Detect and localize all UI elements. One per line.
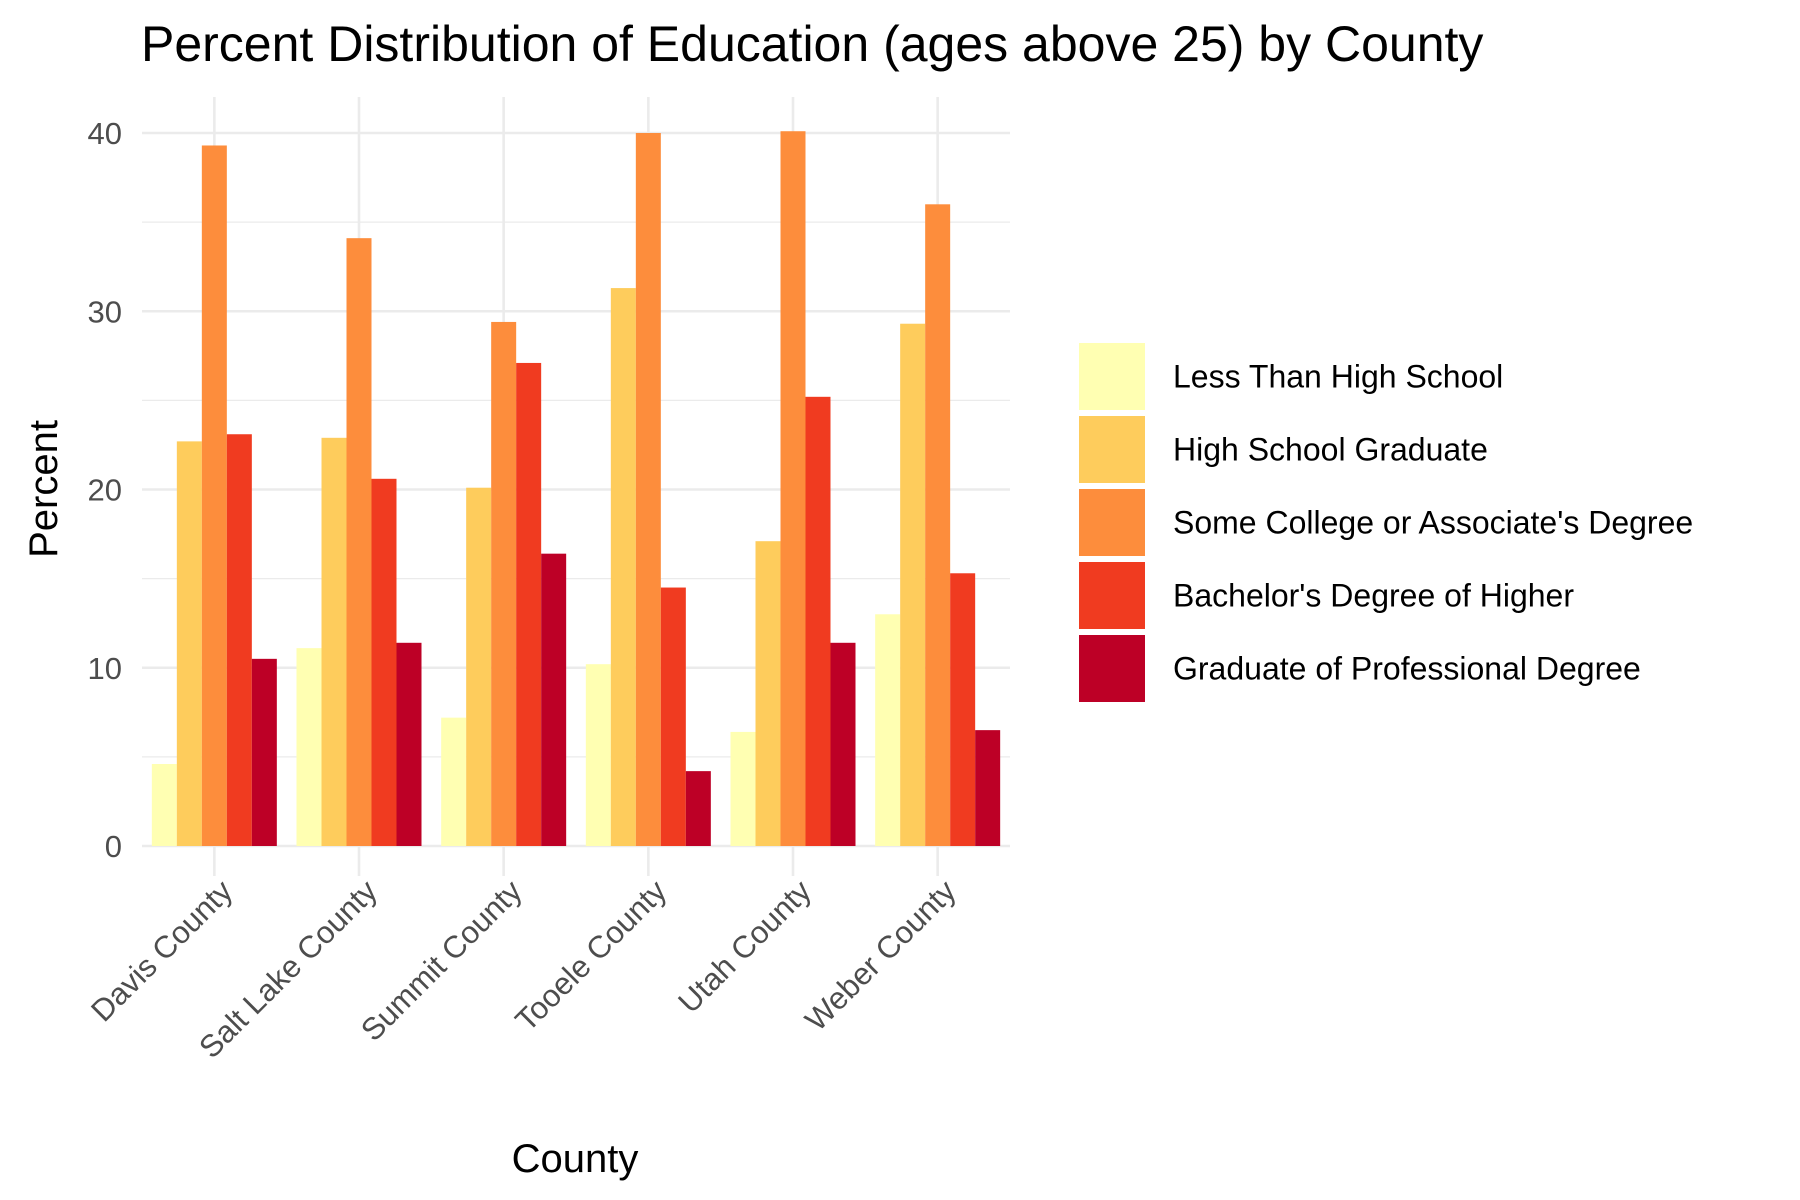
- bar: [805, 396, 831, 846]
- bar: [176, 441, 202, 846]
- bar: [226, 434, 252, 846]
- bar: [371, 478, 397, 846]
- bar: [466, 487, 492, 846]
- bar: [541, 553, 567, 846]
- y-axis-title: Percent: [22, 420, 66, 558]
- y-axis-ticks: 0 10 20 30 40: [88, 116, 122, 864]
- bar: [950, 573, 976, 846]
- bar: [321, 437, 347, 846]
- legend-label: Some College or Associate's Degree: [1173, 505, 1693, 541]
- bar: [685, 771, 711, 846]
- bars: [151, 131, 1001, 847]
- legend-label: Less Than High School: [1173, 359, 1503, 395]
- bar: [585, 664, 611, 846]
- y-tick-label: 30: [88, 294, 122, 329]
- bar: [635, 133, 661, 846]
- bar: [610, 288, 636, 846]
- bar: [396, 642, 422, 846]
- bar: [660, 587, 686, 846]
- bar: [201, 145, 227, 847]
- legend-label: Graduate of Professional Degree: [1173, 651, 1641, 687]
- bar: [780, 131, 806, 846]
- legend: Less Than High School High School Graduat…: [1079, 343, 1693, 702]
- x-tick-label: Davis County: [84, 873, 239, 1028]
- x-axis-title: County: [512, 1137, 639, 1181]
- legend-key: [1079, 343, 1145, 410]
- legend-key: [1079, 562, 1145, 629]
- bar: [251, 658, 277, 846]
- bar: [925, 204, 951, 847]
- bar: [975, 730, 1001, 846]
- bar: [516, 362, 542, 846]
- x-tick-label: Tooele County: [508, 873, 673, 1038]
- legend-label: High School Graduate: [1173, 432, 1488, 468]
- legend-key: [1079, 489, 1145, 556]
- bar: [151, 764, 177, 846]
- bar: [296, 648, 322, 846]
- y-tick-label: 40: [88, 116, 122, 151]
- bar: [730, 731, 756, 846]
- bar: [346, 238, 372, 847]
- y-tick-label: 20: [88, 473, 122, 508]
- y-tick-label: 0: [105, 829, 122, 864]
- bar: [441, 717, 467, 846]
- x-tick-label: Utah County: [671, 873, 818, 1020]
- bar: [830, 642, 856, 846]
- bar: [491, 321, 517, 846]
- bar: [755, 541, 781, 846]
- bar: [875, 614, 901, 846]
- chart-title: Percent Distribution of Education (ages …: [141, 16, 1483, 72]
- bar: [900, 323, 926, 846]
- x-tick-label: Weber County: [798, 873, 963, 1038]
- y-tick-label: 10: [88, 651, 122, 686]
- legend-label: Bachelor's Degree of Higher: [1173, 578, 1574, 614]
- legend-key: [1079, 416, 1145, 483]
- legend-key: [1079, 635, 1145, 702]
